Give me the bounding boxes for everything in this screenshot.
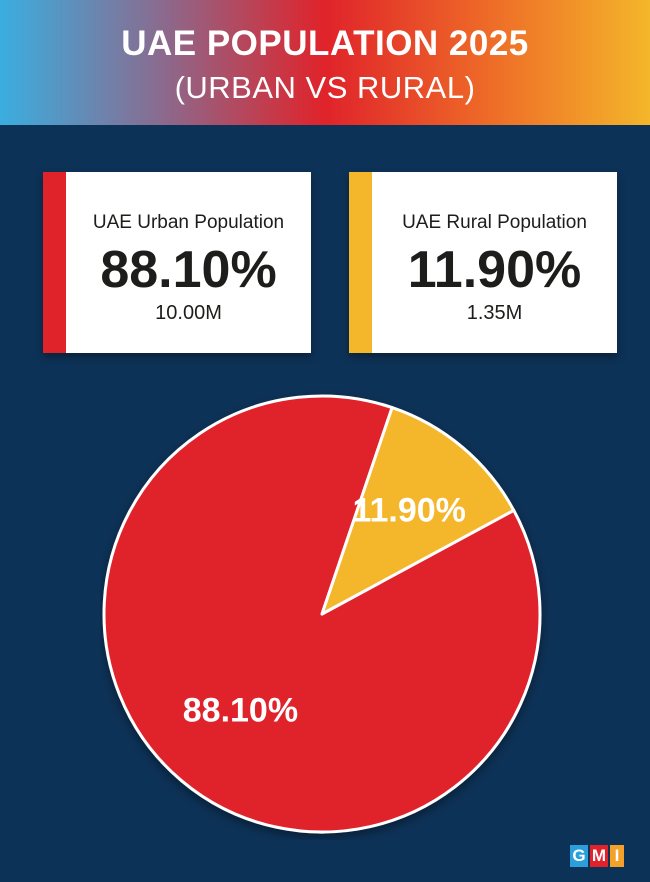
rural-card-label: UAE Rural Population [402,212,587,233]
header-banner: UAE POPULATION 2025 (URBAN VS RURAL) [0,0,650,125]
urban-card-count: 10.00M [155,302,222,324]
urban-population-card: UAE Urban Population 88.10% 10.00M [43,172,311,353]
rural-card-count: 1.35M [466,302,523,324]
pie-slice-label-1: 11.90% [352,492,465,530]
logo-letter-m: M [590,845,608,867]
rural-card-value: 11.90% [407,241,582,299]
page-title: UAE POPULATION 2025 [121,24,529,63]
logo-letter-i: I [610,845,624,867]
gmi-logo: G M I [570,845,624,867]
pie-chart: 88.10% 11.90% [102,394,542,834]
urban-color-bar [43,172,66,353]
pie-slice-1 [320,406,516,616]
rural-color-bar [349,172,372,353]
urban-card-label: UAE Urban Population [92,212,285,233]
pie-slice-label-0: 88.10% [183,692,298,730]
rural-population-card: UAE Rural Population 11.90% 1.35M [349,172,617,353]
urban-card-value: 88.10% [100,241,277,299]
page-subtitle: (URBAN VS RURAL) [174,70,476,105]
logo-letter-g: G [570,845,588,867]
